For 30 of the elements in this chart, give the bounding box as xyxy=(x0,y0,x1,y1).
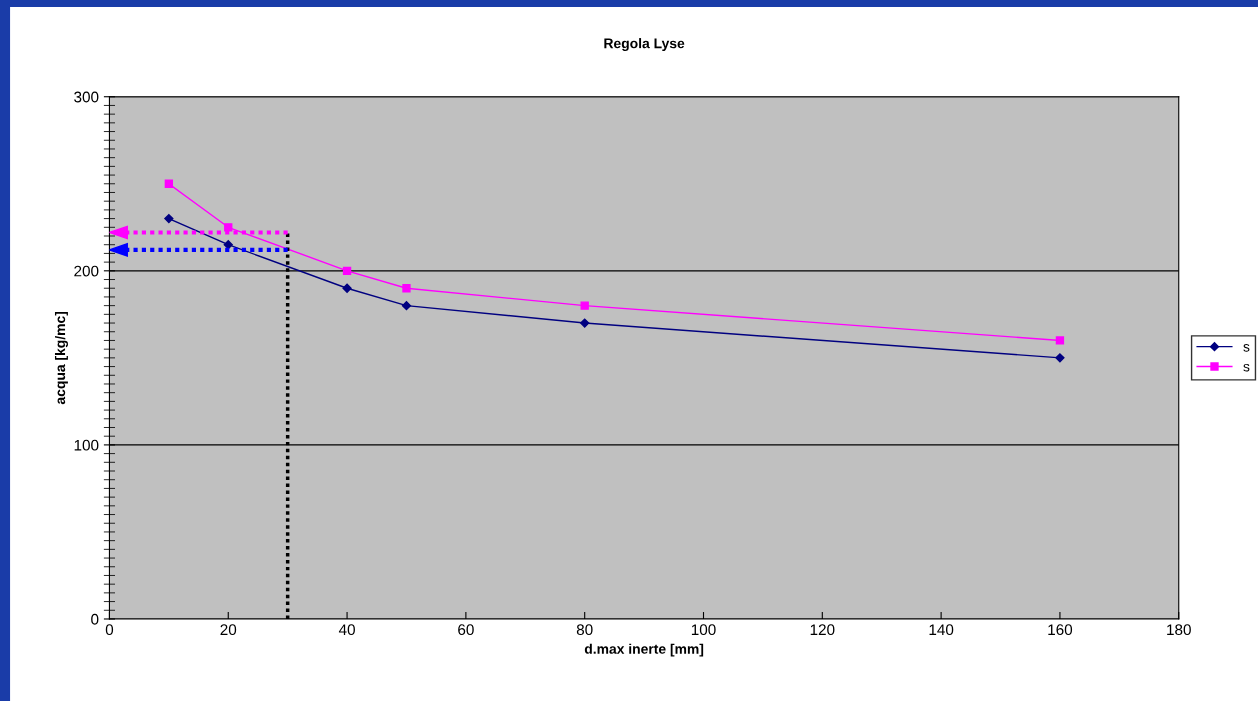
y-tick-label: 0 xyxy=(91,613,99,625)
x-tick-label: 120 xyxy=(810,624,835,636)
point xyxy=(402,284,411,293)
x-tick-label: 100 xyxy=(691,624,716,636)
point xyxy=(164,213,174,224)
y-tick-label: 300 xyxy=(74,91,99,103)
point xyxy=(164,179,174,188)
point xyxy=(580,318,590,328)
x-tick-label: 20 xyxy=(220,624,237,636)
y-tick-label: 200 xyxy=(74,265,99,277)
x-tick-label: 160 xyxy=(1048,624,1073,636)
y-tick-label: 100 xyxy=(74,439,99,451)
point xyxy=(342,266,352,275)
x-tick-label: 140 xyxy=(929,624,954,636)
chart-title: Regola Lyse xyxy=(604,38,685,52)
x-tick-label: 0 xyxy=(105,624,114,636)
x-axis-title: d.max inerte [mm] xyxy=(584,643,704,657)
x-tick-label: 40 xyxy=(338,624,355,636)
point xyxy=(342,283,352,293)
x-tick-label: 60 xyxy=(458,624,474,636)
x-tick-label: 80 xyxy=(576,624,593,636)
point xyxy=(223,240,233,250)
point xyxy=(1055,353,1065,363)
legend-label: s xyxy=(1243,363,1250,372)
x-tick-label: 180 xyxy=(1167,624,1191,636)
y-axis-title: acqua [kg/mc] xyxy=(54,311,68,405)
legend-label: s xyxy=(1243,344,1250,352)
point xyxy=(1055,336,1065,345)
point xyxy=(401,301,412,311)
point xyxy=(580,301,589,310)
